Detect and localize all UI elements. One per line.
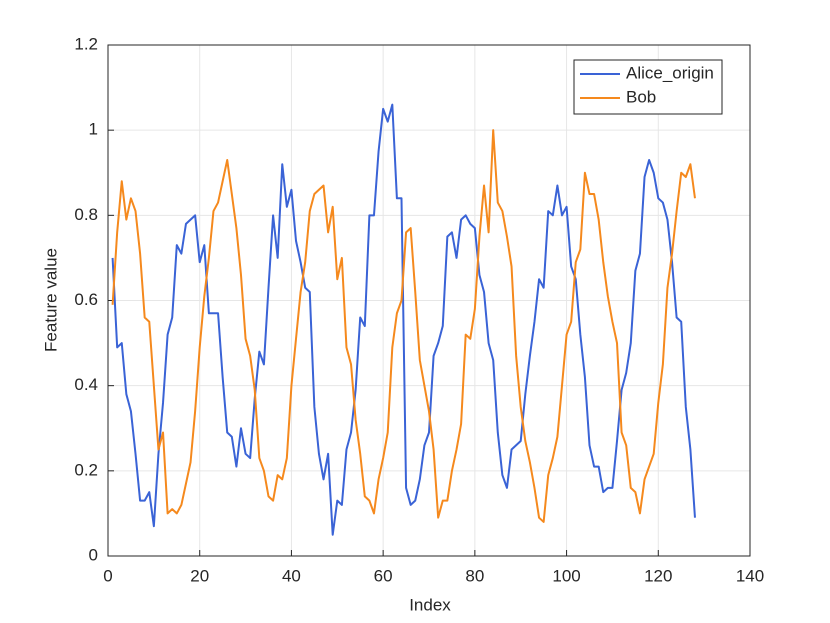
x-tick-label: 0	[103, 566, 112, 585]
x-tick-label: 80	[465, 566, 484, 585]
x-tick-label: 120	[644, 566, 672, 585]
legend-label: Alice_origin	[626, 63, 714, 82]
x-tick-label: 20	[190, 566, 209, 585]
data-line	[111, 103, 696, 536]
y-tick-label: 1	[89, 120, 98, 139]
y-tick-label: 0.2	[74, 460, 98, 479]
legend-label: Bob	[626, 87, 656, 106]
x-axis-label: Index	[409, 595, 451, 614]
x-tick-label: 40	[282, 566, 301, 585]
x-tick-label: 100	[552, 566, 580, 585]
x-tick-label: 140	[736, 566, 764, 585]
y-tick-label: 0.4	[74, 375, 98, 394]
plot-frame	[107, 44, 751, 557]
x-tick-label: 60	[374, 566, 393, 585]
y-tick-label: 0	[89, 545, 98, 564]
y-axis-label: Feature value	[41, 248, 60, 352]
legend-box	[573, 59, 723, 115]
y-tick-label: 0.8	[74, 205, 98, 224]
data-line	[111, 129, 696, 523]
y-tick-label: 1.2	[74, 34, 98, 53]
y-tick-label: 0.6	[74, 290, 98, 309]
